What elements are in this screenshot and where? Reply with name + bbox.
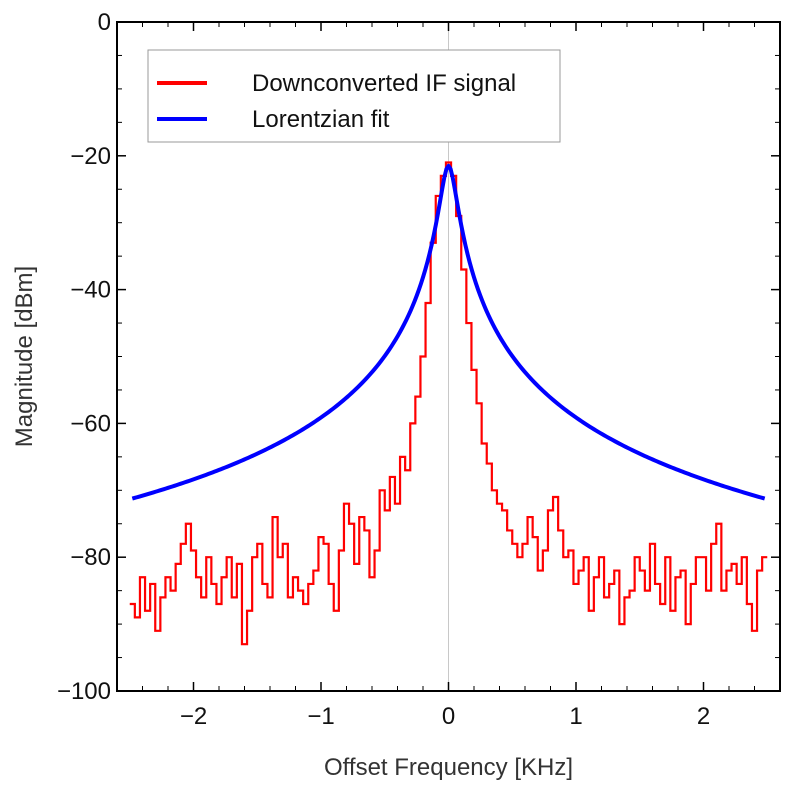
x-tick-label: 2 [697, 703, 710, 730]
legend-label-downconverted: Downconverted IF signal [252, 70, 516, 97]
series-line-lorentzian-fit [131, 163, 766, 501]
x-tick-label: 0 [442, 703, 455, 730]
y-tick-label: −40 [70, 277, 111, 304]
y-tick-labels: 0 −20 −40 −60 −80 −100 [57, 9, 111, 705]
legend: Downconverted IF signal Lorentzian fit [147, 49, 561, 143]
y-tick-label: −20 [70, 143, 111, 170]
y-tick-label: −80 [70, 544, 111, 571]
axis-ticks [116, 21, 781, 692]
series-line-downconverted-if-signal [129, 161, 768, 646]
x-tick-labels: −2 −1 0 1 2 [180, 703, 710, 730]
x-tick-label: −2 [180, 703, 207, 730]
y-tick-label: −60 [70, 410, 111, 437]
legend-box [147, 49, 561, 143]
x-tick-label: −1 [307, 703, 334, 730]
series-layer [129, 161, 768, 646]
legend-label-lorentzian: Lorentzian fit [252, 106, 390, 133]
plot-area [116, 21, 781, 692]
x-tick-label: 1 [569, 703, 582, 730]
y-tick-label: 0 [98, 9, 111, 36]
x-axis-title: Offset Frequency [KHz] [324, 754, 573, 781]
y-axis-title: Magnitude [dBm] [11, 266, 38, 447]
y-tick-label: −100 [57, 678, 111, 705]
